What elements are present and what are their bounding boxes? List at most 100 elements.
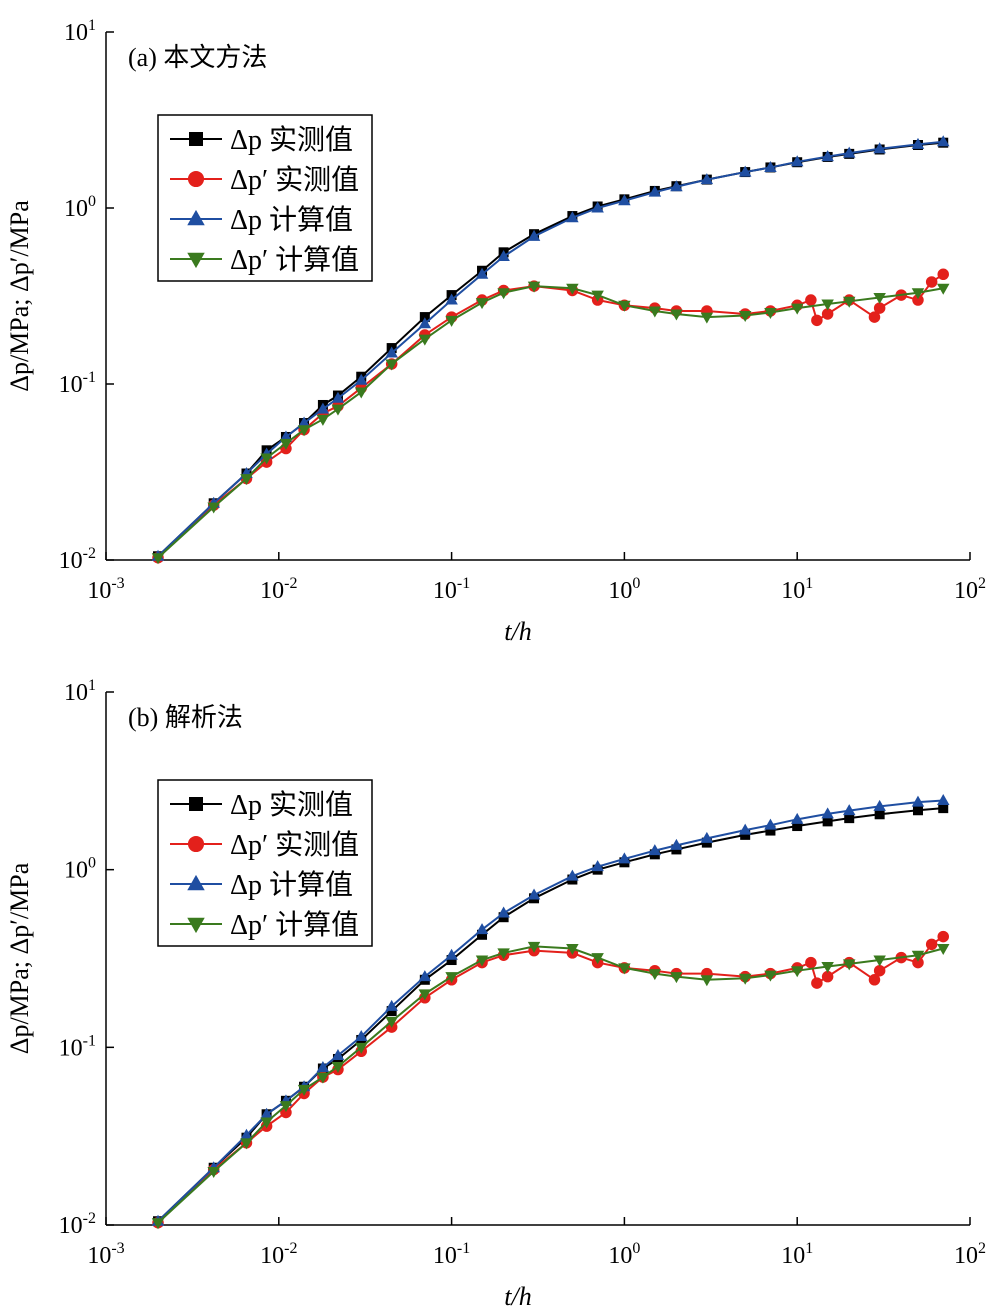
data-point [527,229,541,241]
data-point [873,799,886,811]
data-point [260,1107,273,1119]
data-point [591,953,604,965]
data-point [316,414,330,426]
data-point [475,267,489,279]
data-point [385,1016,398,1028]
x-tick-base: 10 [781,578,805,604]
series-1 [152,930,949,1229]
data-point [385,359,398,371]
data-point [386,1006,397,1017]
data-point [279,438,293,450]
data-point [354,1030,368,1042]
x-tick-exponent: -1 [457,1240,470,1257]
legend-label: Δp 计算值 [230,869,353,901]
x-tick-exponent: 1 [805,1240,813,1257]
legend-marker [189,132,203,146]
y-tick-base: 10 [59,372,83,398]
y-tick-label: 101 [64,17,96,46]
legend-label: Δp′ 计算值 [230,909,359,941]
series-3 [151,281,950,565]
data-point [331,391,345,403]
data-point [316,1061,330,1073]
data-point [912,294,924,306]
x-axis-label: t/h [504,617,531,646]
data-point [497,288,510,300]
data-point [874,809,885,820]
x-tick-label: 101 [781,1240,813,1269]
data-point [790,966,804,978]
data-point [418,317,432,329]
x-tick-label: 102 [954,1240,986,1269]
data-point [822,816,833,827]
y-axis-label: Δp/MPa; Δp′/MPa [5,862,34,1054]
data-point [354,1042,368,1054]
x-tick-base: 10 [260,578,284,604]
data-point [297,425,311,437]
data-point [527,888,541,900]
data-point [279,1101,293,1113]
x-tick-base: 10 [433,1243,457,1269]
x-tick-label: 10-3 [87,575,124,604]
data-point [740,829,751,840]
x-tick-base: 10 [260,1243,284,1269]
x-tick-base: 10 [781,1243,805,1269]
y-tick-base: 10 [59,1213,83,1239]
data-point [418,989,432,1001]
data-point [566,869,579,881]
data-point [566,943,579,955]
data-point [937,930,949,943]
data-point [297,416,311,428]
x-tick-base: 10 [433,578,457,604]
x-tick-label: 100 [608,575,640,604]
y-tick-base: 10 [64,858,88,884]
data-point [445,293,458,305]
x-tick-base: 10 [608,578,632,604]
data-point [477,929,488,940]
y-tick-exponent: 0 [88,855,96,872]
x-tick-base: 10 [608,1243,632,1269]
data-point [868,974,881,986]
data-point [279,430,293,442]
series-line [157,273,944,559]
data-point [670,838,683,850]
data-point [764,818,777,830]
y-tick-label: 10-1 [59,369,96,398]
series-line [157,945,944,1224]
data-point [260,1117,273,1129]
legend-marker [187,917,205,934]
data-point [418,970,432,982]
data-point [445,315,458,327]
data-point [821,150,834,162]
data-point [792,821,803,832]
x-tick-label: 101 [781,575,813,604]
legend-marker [187,252,205,269]
x-tick-exponent: -1 [457,575,470,592]
data-point [207,1167,220,1179]
data-point [911,137,925,149]
data-point [207,502,220,514]
x-tick-exponent: -2 [284,575,297,592]
data-point [475,923,489,935]
data-point [821,299,834,311]
y-tick-exponent: -1 [83,369,96,386]
data-point [738,165,752,177]
x-axis-label: t/h [504,1282,531,1311]
data-point [475,298,489,310]
data-point [873,302,886,314]
y-tick-label: 100 [64,855,96,884]
data-point [240,474,253,486]
legend-label: Δp′ 计算值 [230,244,359,276]
y-tick-base: 10 [64,680,88,706]
data-point [240,1128,253,1140]
x-tick-base: 10 [87,1243,111,1269]
data-point [700,173,714,185]
legend: Δp 实测值 Δp′ 实测值 Δp 计算值 Δp′ 计算值 [157,114,373,282]
data-point [331,1062,345,1074]
data-point [670,180,683,192]
data-point [591,201,604,213]
data-point [497,250,510,262]
x-tick-exponent: -3 [111,575,124,592]
y-axis-label: Δp/MPa; Δp′/MPa [5,200,34,392]
data-point [591,860,604,872]
data-point [842,804,856,816]
